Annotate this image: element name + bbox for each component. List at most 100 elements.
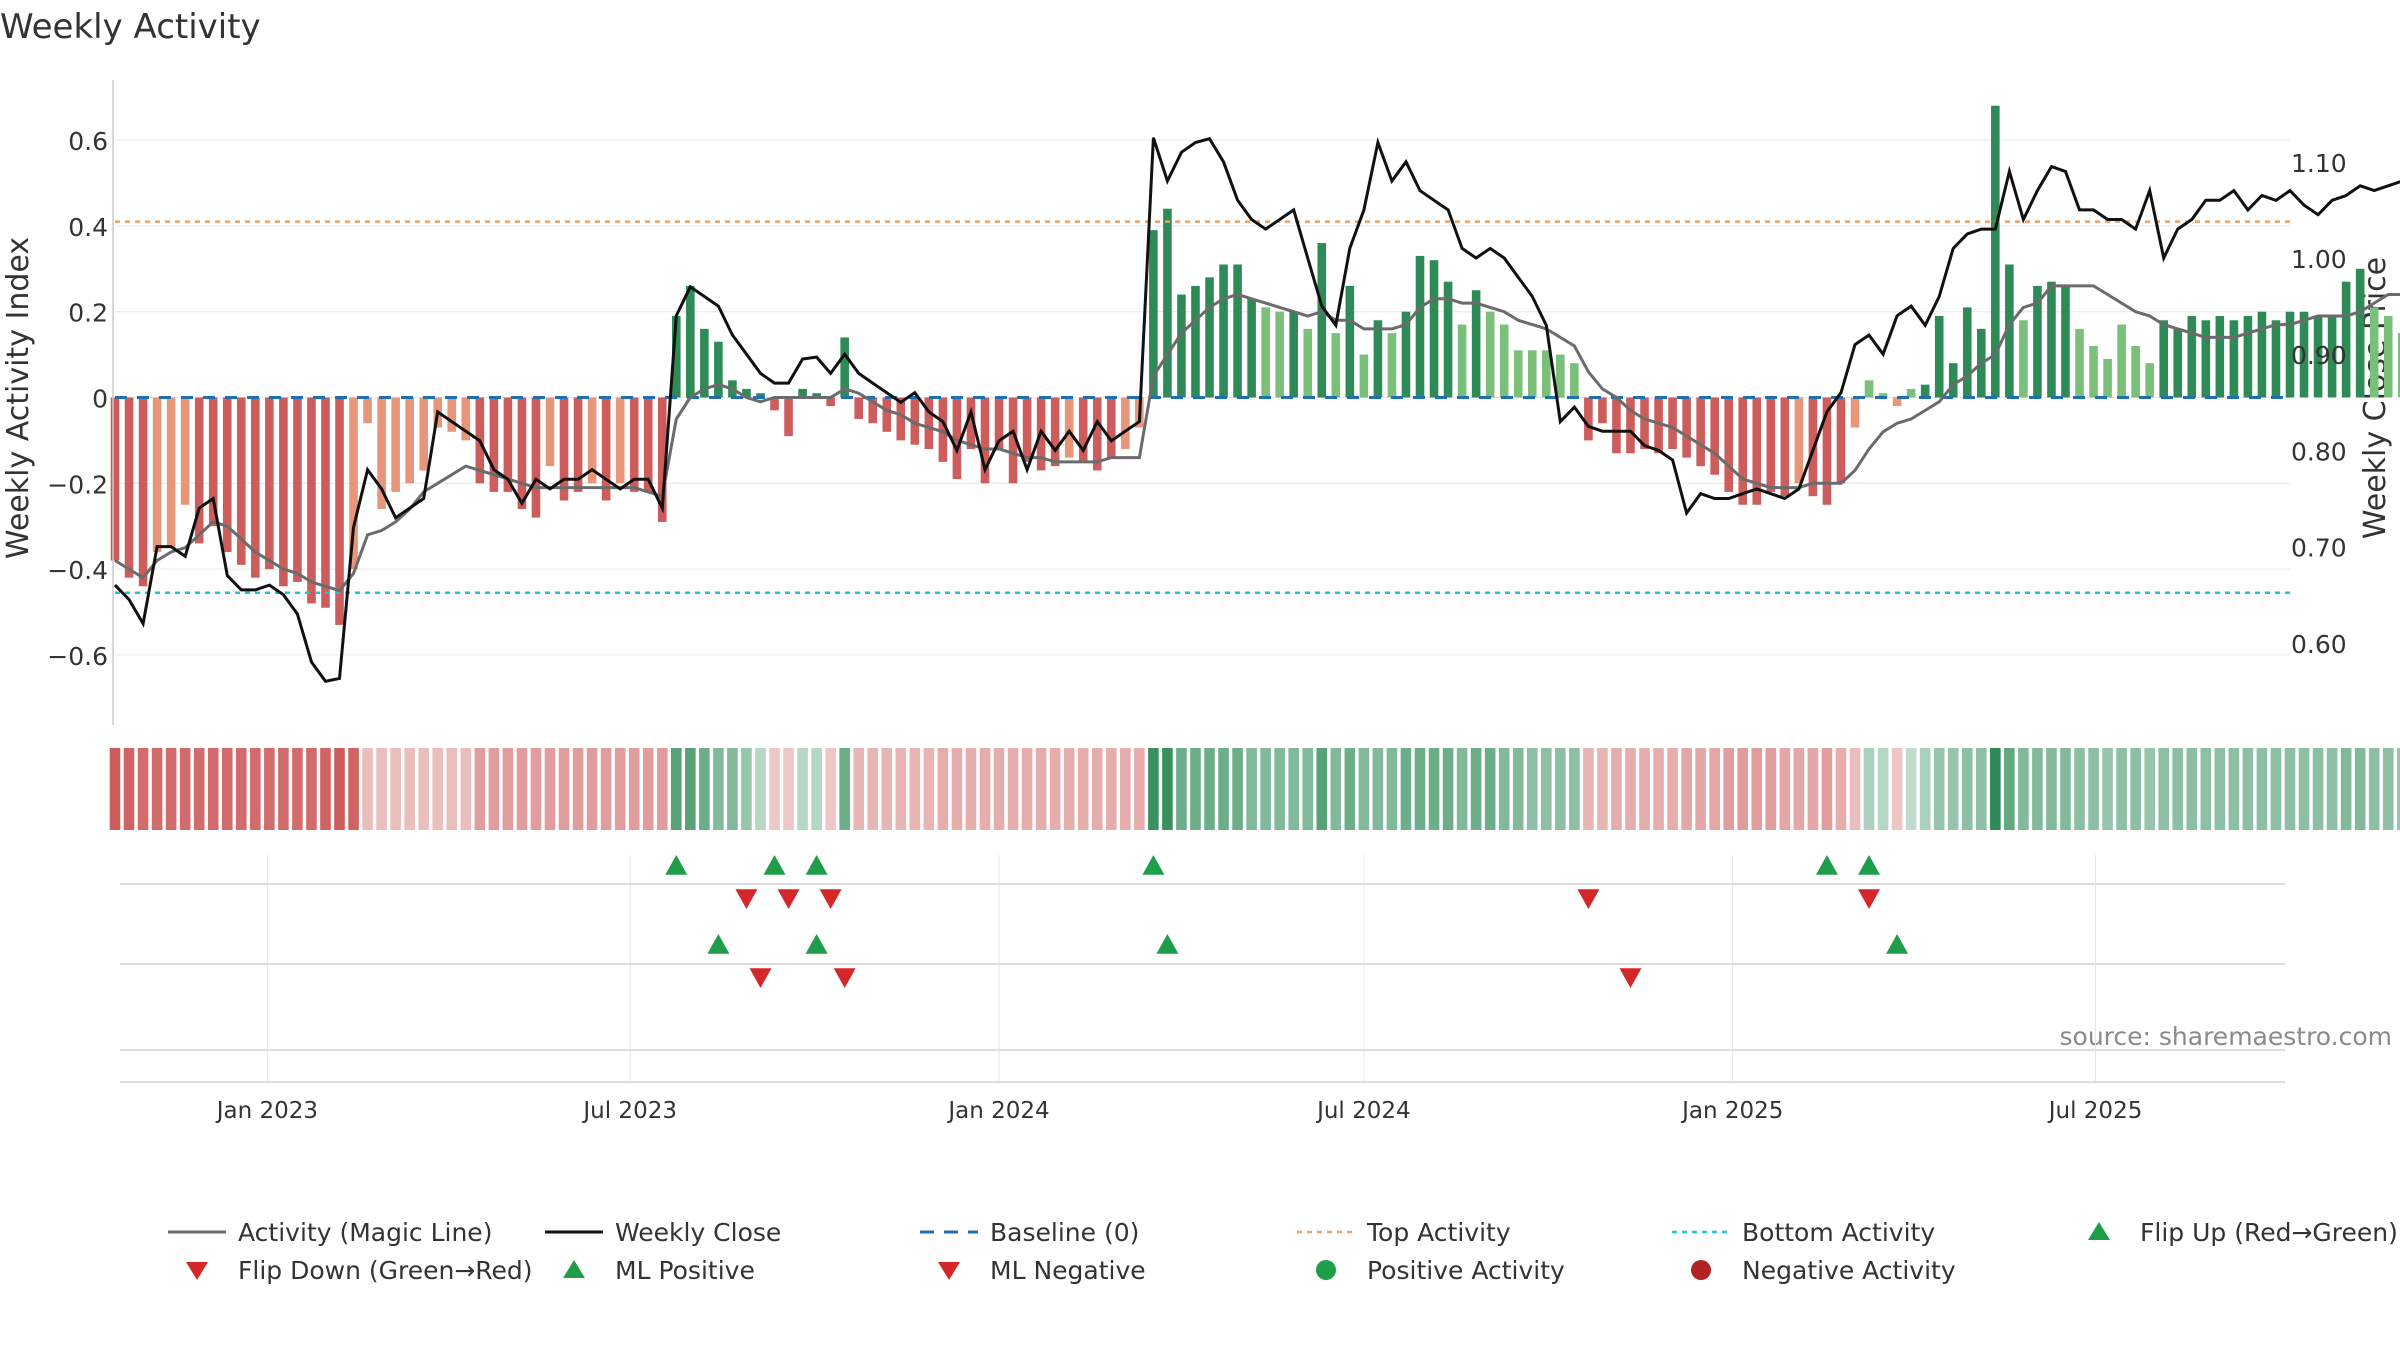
heat-strip-cell: [1035, 748, 1047, 830]
flip-up-marker: [1858, 855, 1881, 875]
activity-bar: [1373, 320, 1383, 398]
ml-negative-marker: [749, 968, 772, 988]
legend-positive-dot-icon: [1316, 1260, 1336, 1280]
heat-strip-cell: [1526, 748, 1538, 830]
legend-label: Flip Up (Red→Green): [2140, 1218, 2398, 1247]
legend-down-triangle-icon: [938, 1262, 960, 1280]
heat-strip-cell: [2228, 748, 2240, 830]
heat-strip-cell: [1021, 748, 1033, 830]
flip-down-marker: [819, 889, 842, 909]
heat-strip-cell: [2368, 748, 2380, 830]
activity-bar: [2005, 264, 2014, 398]
activity-bar: [110, 397, 120, 561]
activity-bar: [2173, 328, 2183, 398]
activity-bar: [1050, 397, 1060, 467]
heat-strip-cell: [1442, 748, 1454, 830]
activity-bar: [419, 397, 429, 471]
activity-bar: [2061, 285, 2070, 398]
heat-strip-cell: [1428, 748, 1440, 830]
heat-strip-cell: [979, 748, 991, 830]
activity-bar: [1626, 397, 1635, 454]
heat-strip-cell: [1484, 748, 1496, 830]
activity-bar: [1092, 397, 1102, 471]
activity-bar: [812, 393, 821, 398]
heat-strip-cell: [1148, 748, 1159, 830]
legend-label: Flip Down (Green→Red): [238, 1256, 533, 1285]
y-left-tick-label: −0.6: [47, 642, 108, 671]
activity-bar: [1920, 384, 1930, 398]
heat-strip-cell: [783, 748, 794, 830]
heat-strip-cell: [769, 748, 780, 830]
heat-strip-cell: [558, 748, 570, 830]
x-tick-label: Jul 2023: [581, 1098, 677, 1124]
activity-bar: [279, 397, 288, 587]
activity-bar: [742, 388, 751, 398]
heat-strip-cell: [1835, 748, 1847, 830]
heat-strip-cell: [2340, 748, 2352, 830]
activity-bar: [1598, 397, 1607, 424]
activity-bar: [2019, 320, 2028, 398]
activity-bar: [714, 341, 723, 398]
ml-positive-marker: [805, 934, 828, 954]
flip-up-marker: [1142, 855, 1165, 875]
heat-strip-cell: [165, 748, 177, 830]
heat-strip-cell: [2130, 748, 2141, 830]
y-right-tick-label: 0.90: [2291, 341, 2347, 370]
heat-strip-cell: [278, 748, 289, 830]
activity-bar: [2355, 268, 2365, 398]
heat-strip-cell: [1555, 748, 1566, 830]
activity-bar: [335, 397, 344, 625]
y-left-tick-label: −0.2: [47, 470, 108, 499]
activity-bar: [2187, 315, 2197, 398]
heat-strip-cell: [502, 748, 514, 830]
activity-bar: [1570, 363, 1579, 398]
activity-bar: [1668, 397, 1677, 449]
activity-bar: [1541, 350, 1551, 398]
heat-strip-cell: [951, 748, 963, 830]
activity-bar: [2047, 281, 2056, 398]
activity-bar: [1654, 397, 1663, 454]
heat-strip-cell: [699, 748, 710, 830]
activity-bar: [587, 397, 597, 484]
activity-bar: [447, 397, 457, 432]
activity-bar: [2033, 285, 2042, 398]
y-right-tick-label: 1.00: [2291, 245, 2347, 274]
activity-bar: [671, 315, 681, 398]
activity-bar: [559, 397, 569, 501]
heat-strip-cell: [713, 748, 724, 830]
heat-strip-cell: [1667, 748, 1678, 830]
ml-negative-marker: [1619, 968, 1642, 988]
activity-bar: [952, 397, 962, 480]
legend-down-triangle-icon: [186, 1262, 208, 1280]
heat-strip-cell: [1414, 748, 1426, 830]
heat-strip-cell: [2004, 748, 2015, 830]
activity-bar: [573, 397, 583, 492]
heat-strip-cell: [1625, 748, 1636, 830]
heat-strip-cell: [1120, 748, 1131, 830]
activity-bars: [110, 105, 2400, 625]
activity-bar: [1415, 255, 1425, 398]
heat-strip-cell: [137, 748, 149, 830]
activity-bar: [293, 397, 302, 582]
heat-strip-cell: [811, 748, 822, 830]
heat-strip-cell: [1260, 748, 1271, 830]
activity-bar: [615, 397, 625, 484]
heat-strip-cell: [221, 748, 233, 830]
heat-strip-cell: [1765, 748, 1777, 830]
activity-bar: [1836, 397, 1846, 484]
y-left-tick-label: 0.2: [68, 299, 108, 328]
activity-bar: [1247, 298, 1256, 398]
heat-strip-cell: [741, 748, 752, 830]
y-left-tick-label: 0.4: [68, 213, 108, 242]
flip-up-marker: [665, 855, 688, 875]
activity-bar: [517, 397, 527, 510]
heat-strip-cell: [488, 748, 500, 830]
activity-bar: [938, 397, 948, 462]
activity-bar: [1121, 397, 1130, 449]
heat-strip-cell: [2046, 748, 2057, 830]
heat-strip-cell: [1162, 748, 1173, 830]
activity-bar: [980, 397, 990, 484]
flip-markers: [665, 855, 1909, 988]
activity-bar: [1261, 307, 1270, 398]
y-right-tick-label: 0.60: [2291, 630, 2347, 659]
